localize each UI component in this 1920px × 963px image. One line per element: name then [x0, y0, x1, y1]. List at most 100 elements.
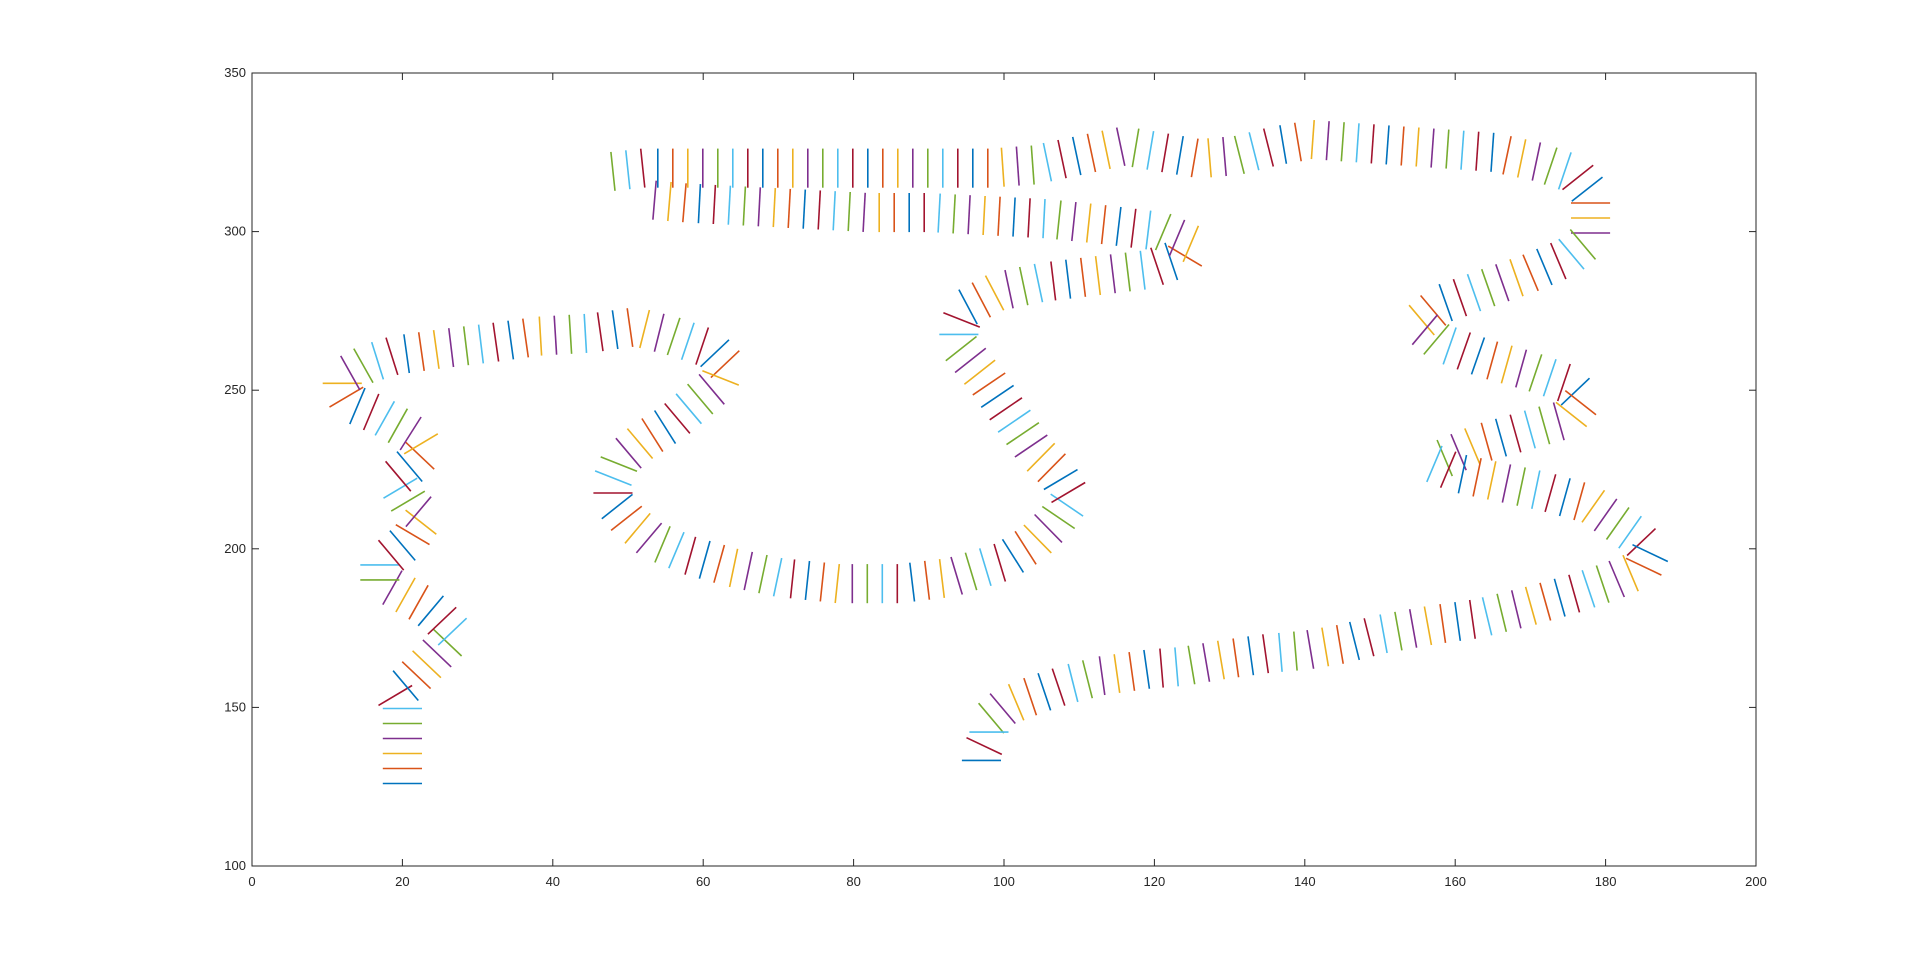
data-segment-series-1	[972, 372, 1006, 396]
data-segment-series-2	[1452, 278, 1468, 317]
data-segment-series-1	[615, 437, 642, 469]
data-segment-series-2	[1233, 135, 1245, 174]
data-segment-series-1	[702, 369, 740, 386]
data-segment-series-1	[427, 606, 457, 635]
data-segment-series-2	[639, 148, 646, 188]
data-segment-series-1	[832, 191, 836, 231]
data-segment-series-2	[1202, 643, 1211, 682]
data-segment-series-2	[1555, 401, 1588, 428]
data-segment-series-1	[422, 639, 452, 668]
data-segment-series-1	[390, 490, 426, 512]
data-segment-series-1	[978, 548, 992, 587]
data-segment-series-1	[1139, 250, 1146, 290]
data-segment-series-2	[1460, 130, 1465, 170]
data-segment-series-1	[713, 544, 726, 583]
data-segment-series-2	[1293, 631, 1298, 671]
x-tick-label: 60	[696, 874, 710, 889]
data-segment-series-1	[1012, 197, 1016, 237]
data-segment-series-2	[1086, 133, 1097, 173]
data-segment-series-1	[477, 324, 485, 364]
data-segment-series-2	[1581, 489, 1606, 523]
data-segment-series-1	[789, 559, 796, 599]
data-segment-series-1	[432, 628, 463, 657]
data-segment-series-2	[1207, 138, 1212, 178]
data-segment-series-2	[1190, 138, 1199, 178]
data-segment-series-2	[1098, 656, 1106, 696]
data-segment-series-2	[1161, 133, 1170, 173]
data-segment-series-1	[437, 617, 468, 646]
data-segment-series-1	[1164, 242, 1179, 281]
data-segment-series-1	[417, 595, 445, 627]
data-segment-series-1	[1004, 269, 1014, 309]
data-segment-series-2	[1400, 126, 1405, 166]
data-segment-series-1	[950, 556, 964, 595]
data-segment-series-2	[1430, 128, 1435, 168]
data-segment-series-1	[989, 397, 1023, 421]
data-segment-series-1	[432, 329, 440, 369]
data-segment-series-2	[1539, 582, 1552, 621]
data-segment-series-2	[1057, 139, 1067, 179]
data-segment-series-1	[1051, 481, 1086, 504]
data-segment-series-2	[1468, 599, 1476, 639]
data-segment-series-2	[1524, 586, 1537, 625]
data-segment-series-2	[1067, 663, 1079, 703]
data-segment-series-2	[1222, 137, 1227, 177]
data-segment-series-1	[817, 190, 822, 230]
data-segment-series-2	[1608, 560, 1626, 598]
data-segment-series-2	[1081, 660, 1094, 699]
data-segment-series-1	[385, 337, 399, 376]
data-segment-series-1	[1033, 263, 1044, 303]
data-segment-series-1	[664, 402, 691, 434]
data-segment-series-2	[1568, 574, 1581, 613]
data-segment-series-1	[392, 670, 419, 702]
data-segment-series-1	[819, 562, 826, 602]
data-segment-series-1	[1071, 202, 1077, 242]
data-segment-series-1	[626, 308, 634, 348]
data-segment-series-2	[1415, 127, 1420, 167]
data-segment-series-2	[1042, 142, 1053, 182]
data-segment-series-1	[349, 387, 366, 425]
data-segment-series-2	[1187, 645, 1196, 685]
data-segment-series-1	[340, 355, 361, 391]
data-segment-series-1	[1115, 206, 1122, 246]
data-segment-series-1	[641, 418, 664, 453]
data-segment-series-1	[538, 316, 543, 356]
data-segment-series-2	[1216, 640, 1225, 680]
data-segment-series-2	[1159, 648, 1164, 688]
data-segment-series-2	[1363, 618, 1375, 657]
data-segment-series-1	[374, 400, 396, 436]
data-segment-series-2	[1385, 125, 1390, 165]
data-segment-series-2	[1411, 314, 1439, 346]
data-segment-series-1	[743, 551, 754, 591]
data-segment-series-2	[1480, 422, 1493, 461]
data-segment-series-1	[982, 195, 986, 236]
data-segment-series-2	[1486, 341, 1499, 380]
data-segment-series-2	[1475, 131, 1480, 171]
data-segment-series-1	[653, 313, 665, 352]
chart-data-segments	[322, 120, 1669, 785]
data-segment-series-2	[1000, 147, 1005, 187]
data-segment-series-2	[1605, 507, 1630, 540]
data-segment-series-2	[1531, 142, 1542, 181]
data-segment-series-1	[362, 393, 380, 431]
data-segment-series-1	[802, 189, 807, 229]
data-segment-series-2	[1472, 458, 1482, 497]
data-segment-series-1	[583, 313, 588, 353]
data-segment-series-2	[1325, 121, 1330, 161]
data-segment-series-2	[1595, 565, 1610, 603]
data-segment-series-2	[1464, 428, 1481, 465]
data-segment-series-1	[395, 524, 430, 546]
data-segment-series-1	[594, 470, 632, 487]
data-segment-series-1	[698, 540, 711, 579]
x-tick-label: 200	[1745, 874, 1767, 889]
x-tick-label: 80	[846, 874, 860, 889]
data-segment-series-1	[943, 311, 981, 328]
data-segment-series-1	[937, 193, 941, 233]
data-segment-series-1	[1094, 256, 1102, 296]
data-segment-series-2	[1528, 354, 1543, 392]
data-segment-series-2	[1115, 127, 1126, 166]
data-segment-series-2	[1543, 147, 1558, 185]
data-segment-series-1	[945, 335, 977, 362]
data-segment-series-2	[1516, 467, 1526, 506]
data-segment-series-2	[1581, 570, 1596, 608]
